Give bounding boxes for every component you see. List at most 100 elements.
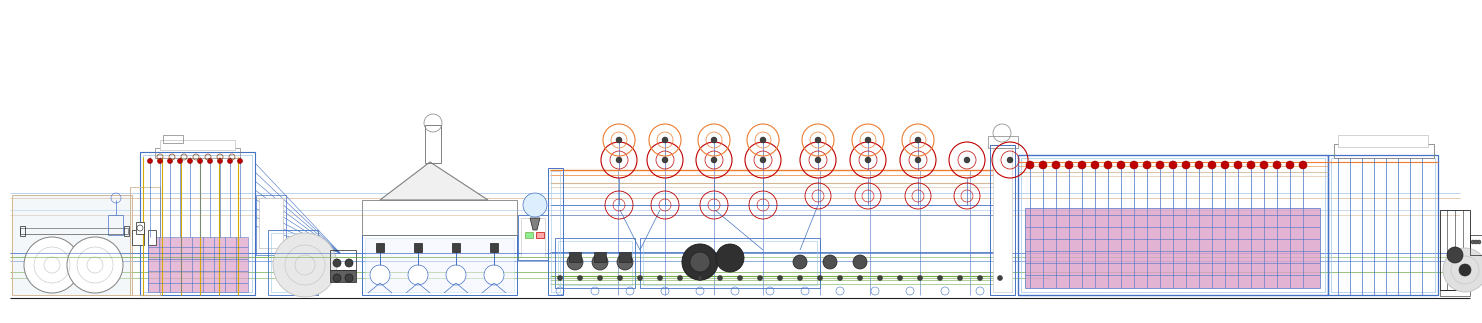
Circle shape xyxy=(1077,161,1086,169)
Bar xyxy=(142,155,252,292)
Bar xyxy=(643,241,817,285)
Circle shape xyxy=(858,276,863,280)
Circle shape xyxy=(178,159,182,163)
Circle shape xyxy=(865,137,871,143)
Circle shape xyxy=(854,255,867,269)
Circle shape xyxy=(662,157,668,163)
Bar xyxy=(519,215,548,260)
Circle shape xyxy=(793,255,808,269)
Circle shape xyxy=(345,274,353,282)
Circle shape xyxy=(677,276,683,280)
Circle shape xyxy=(1475,240,1478,244)
Circle shape xyxy=(1300,161,1307,169)
Circle shape xyxy=(1091,161,1100,169)
Circle shape xyxy=(197,159,203,163)
Bar xyxy=(362,235,517,295)
Circle shape xyxy=(1066,161,1073,169)
Bar xyxy=(1331,158,1435,292)
Circle shape xyxy=(1104,161,1112,169)
Polygon shape xyxy=(531,218,539,230)
Circle shape xyxy=(1235,161,1242,169)
Circle shape xyxy=(1246,161,1255,169)
Circle shape xyxy=(778,276,782,280)
Circle shape xyxy=(1194,161,1203,169)
Bar xyxy=(569,252,581,262)
Bar xyxy=(993,148,1012,292)
Bar xyxy=(330,270,356,282)
Circle shape xyxy=(837,276,842,280)
Bar xyxy=(522,218,545,257)
Bar xyxy=(136,222,144,234)
Bar xyxy=(148,230,156,245)
Circle shape xyxy=(797,276,802,280)
Circle shape xyxy=(597,276,603,280)
Circle shape xyxy=(1183,161,1190,169)
Bar xyxy=(148,237,247,292)
Bar xyxy=(559,241,631,285)
Circle shape xyxy=(877,276,882,280)
Bar xyxy=(19,228,127,234)
Circle shape xyxy=(1143,161,1152,169)
Circle shape xyxy=(1169,161,1177,169)
Circle shape xyxy=(682,244,717,280)
Circle shape xyxy=(345,259,353,267)
Circle shape xyxy=(917,276,922,280)
Bar xyxy=(365,238,514,292)
Circle shape xyxy=(914,137,920,143)
Circle shape xyxy=(1129,161,1138,169)
Bar xyxy=(12,195,132,295)
Circle shape xyxy=(1286,161,1294,169)
Bar xyxy=(1018,155,1328,295)
Circle shape xyxy=(617,254,633,270)
Circle shape xyxy=(1260,161,1269,169)
Circle shape xyxy=(691,252,710,272)
Circle shape xyxy=(237,159,243,163)
Circle shape xyxy=(408,265,428,285)
Bar xyxy=(990,145,1015,295)
Circle shape xyxy=(157,159,163,163)
Circle shape xyxy=(997,276,1002,280)
Circle shape xyxy=(1039,161,1046,169)
Circle shape xyxy=(865,157,871,163)
Circle shape xyxy=(760,157,766,163)
Bar xyxy=(1026,208,1320,288)
Circle shape xyxy=(446,265,465,285)
Circle shape xyxy=(591,254,608,270)
Circle shape xyxy=(1026,161,1034,169)
Circle shape xyxy=(711,157,717,163)
Circle shape xyxy=(823,255,837,269)
Bar xyxy=(12,195,132,295)
Circle shape xyxy=(557,276,563,280)
Circle shape xyxy=(1052,161,1060,169)
Bar xyxy=(330,250,356,270)
Circle shape xyxy=(618,276,622,280)
Polygon shape xyxy=(379,162,488,200)
Bar xyxy=(640,238,820,288)
Circle shape xyxy=(370,265,390,285)
Circle shape xyxy=(662,137,668,143)
Bar xyxy=(1021,158,1325,292)
Bar xyxy=(536,232,544,238)
Bar xyxy=(548,168,563,295)
Bar xyxy=(163,135,182,143)
Circle shape xyxy=(167,159,172,163)
Circle shape xyxy=(1156,161,1163,169)
Bar xyxy=(594,252,606,262)
Bar xyxy=(425,125,442,163)
Bar xyxy=(268,230,319,295)
Circle shape xyxy=(523,193,547,217)
Bar xyxy=(1328,155,1438,295)
Circle shape xyxy=(228,159,233,163)
Circle shape xyxy=(1208,161,1217,169)
Bar xyxy=(259,198,283,248)
Bar xyxy=(108,215,123,235)
Bar xyxy=(376,243,384,252)
Circle shape xyxy=(218,159,222,163)
Circle shape xyxy=(617,137,622,143)
Bar xyxy=(413,243,422,252)
Bar xyxy=(1338,135,1429,147)
Circle shape xyxy=(963,157,971,163)
Circle shape xyxy=(717,276,723,280)
Circle shape xyxy=(738,276,742,280)
Bar xyxy=(130,187,160,295)
